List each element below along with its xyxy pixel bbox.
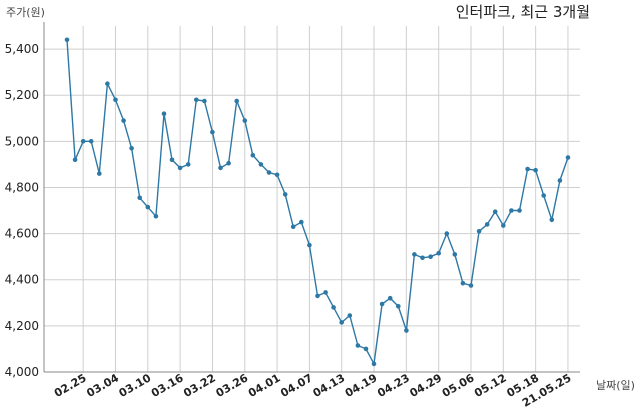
x-tick-label: 03.04 [84,371,121,400]
chart-title: 인터파크, 최근 3개월 [456,3,590,21]
data-point [274,172,280,178]
data-point [565,155,571,160]
data-point [64,37,70,43]
data-point [331,305,336,310]
data-point [541,193,546,198]
grid [44,26,580,373]
x-tick-label: 04.01 [246,371,283,400]
x-tick-label: 04.13 [311,371,348,400]
y-tick-label: 4,000 [5,365,39,379]
data-point [549,217,555,223]
data-point [379,301,385,307]
series [64,37,571,367]
x-tick-label: 03.26 [214,371,251,400]
axes [43,22,580,373]
data-point [105,81,110,86]
y-tick-label: 4,400 [5,273,39,287]
data-point [307,242,312,248]
y-tick-label: 4,200 [5,319,39,333]
data-point [258,162,264,167]
data-point [355,343,361,348]
x-tick-label: 03.16 [149,371,186,400]
data-point [444,231,450,236]
data-point [202,98,207,104]
x-tick-label: 04.29 [408,371,445,400]
x-tick-label: 02.25 [52,371,89,400]
data-point [299,219,304,225]
data-point [396,304,401,309]
data-point [242,118,248,123]
data-point [72,157,78,163]
data-point [234,98,239,104]
data-point [153,214,159,219]
data-point [137,195,142,201]
x-tick-label: 05.12 [472,371,509,400]
data-point [194,97,199,103]
x-tick-label: 05.06 [440,371,477,400]
data-point [210,129,215,135]
data-point [185,162,191,167]
data-point [169,157,175,163]
data-point [363,346,369,352]
data-point [476,229,482,234]
data-point [371,361,377,367]
data-point [484,222,490,227]
data-point [517,208,522,213]
data-point [436,250,442,256]
x-axis-label: 날짜(일) [596,378,635,392]
x-tick-label: 04.23 [375,371,412,400]
data-point [121,118,126,123]
data-point [129,146,134,151]
data-point [533,167,538,173]
data-point [347,313,353,318]
x-tick-labels: 02.2503.0403.1003.1603.2203.2604.0104.07… [52,371,573,410]
data-point [282,192,288,197]
data-point [266,170,272,175]
data-point [323,290,328,295]
y-tick-label: 4,600 [5,227,39,241]
data-point [161,111,167,116]
data-point [404,328,409,333]
x-tick-label: 03.10 [117,371,154,400]
x-tick-label: 04.07 [278,371,315,400]
data-point [420,255,425,261]
y-axis-label: 주가(원) [6,6,45,19]
y-tick-labels: 4,000 4,200 4,400 4,600 4,800 5,000 5,200 5,400 [5,42,39,379]
data-point [97,171,102,176]
data-point [315,293,320,299]
data-point [290,224,296,229]
data-point [250,152,256,158]
y-tick-label: 5,200 [5,88,39,102]
data-point [387,295,393,301]
data-point [557,178,563,183]
y-tick-label: 5,400 [5,42,39,56]
y-tick-label: 4,800 [5,180,39,194]
data-point [460,280,466,286]
data-point [88,139,94,144]
data-point [468,283,474,288]
x-tick-label: 04.19 [343,371,380,400]
data-point [501,223,506,228]
data-point [80,139,86,144]
data-point [226,160,231,166]
data-point [145,204,151,210]
data-point [428,254,433,259]
data-point [509,208,514,213]
data-point [412,252,417,257]
data-point [452,252,458,257]
data-point [525,166,530,172]
price-series-line [66,39,569,367]
data-point [339,320,345,325]
data-point [218,165,223,171]
data-point [177,165,183,171]
x-tick-label: 03.22 [181,371,218,400]
y-tick-label: 5,000 [5,134,39,148]
data-point [492,209,498,214]
data-point [113,97,118,103]
